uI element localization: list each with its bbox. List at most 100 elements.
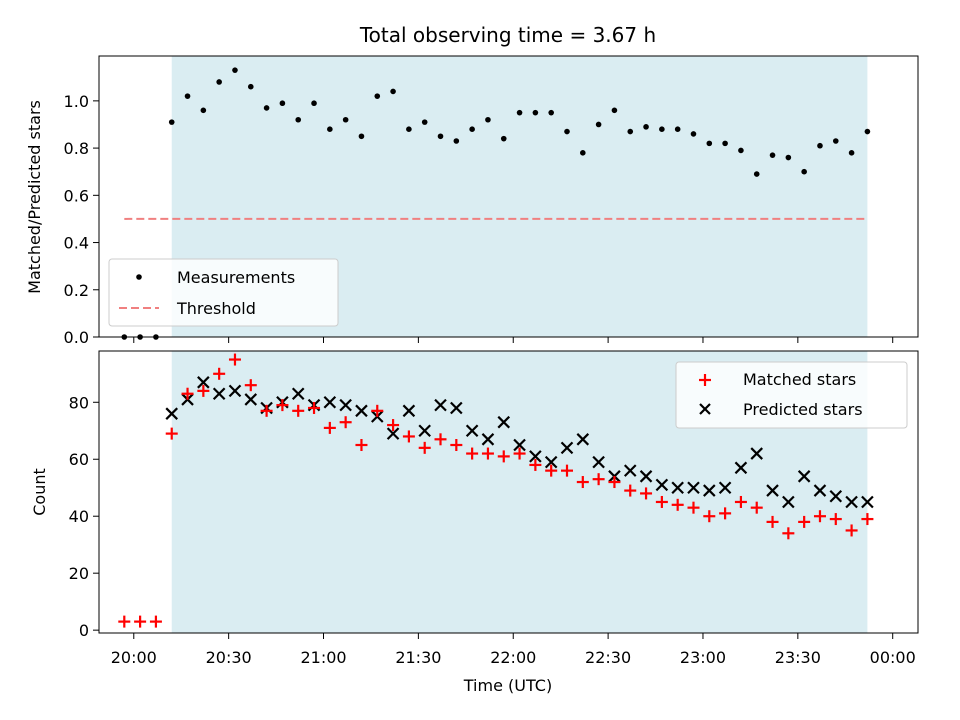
measurement-point [722, 140, 728, 147]
predicted-marker-stroke [165, 407, 179, 420]
matched-star-point [529, 458, 542, 471]
predicted-marker-stroke [671, 481, 684, 495]
predicted-marker-stroke [687, 481, 700, 495]
matched-star-point [181, 387, 194, 400]
measurement-point [279, 100, 286, 107]
y-tick-label: 0.2 [64, 281, 89, 300]
predicted-star-point [402, 404, 416, 418]
predicted-star-point [212, 387, 226, 401]
measurement-point [200, 107, 207, 114]
measurement-point [232, 67, 238, 73]
predicted-star-point [434, 398, 447, 412]
predicted-star-point [323, 395, 337, 409]
x-tick-label: 20:00 [111, 648, 157, 667]
measurement-points [121, 67, 871, 340]
predicted-star-point [418, 424, 431, 438]
y-tick-label: 0.4 [64, 234, 89, 253]
matched-star-point [118, 615, 131, 628]
matched-star-point [355, 439, 368, 451]
matched-legend-label: Matched stars [743, 370, 856, 389]
measurement-point [627, 128, 634, 135]
predicted-marker-stroke [497, 415, 511, 429]
top-plot-frame [98, 55, 919, 338]
measurement-point [247, 83, 254, 90]
matched-star-point [481, 447, 494, 460]
predicted-marker-stroke [813, 484, 827, 497]
predicted-star-point [228, 384, 242, 398]
measurement-point [564, 128, 570, 135]
matched-star-point [165, 427, 178, 440]
predicted-star-point [592, 455, 605, 469]
predicted-star-point [465, 424, 479, 438]
matched-star-point [260, 404, 273, 417]
y-tick-label: 60 [69, 450, 89, 469]
predicted-star-point [829, 489, 843, 503]
measurement-point [263, 105, 270, 111]
predicted-star-point [544, 455, 558, 469]
measurement-point [358, 133, 365, 140]
predicted-marker-stroke [560, 441, 574, 455]
predicted-marker-stroke [355, 404, 368, 418]
matched-star-point [719, 507, 732, 520]
predicted-marker-stroke [513, 438, 526, 452]
predicted-marker-stroke [829, 489, 843, 503]
matched-star-point [861, 513, 874, 526]
predicted-star-point [766, 484, 779, 497]
y-tick-label: 80 [69, 393, 89, 412]
matched-star-point [276, 399, 289, 412]
matched-star-point [703, 510, 716, 523]
predicted-marker-stroke [529, 450, 542, 463]
predicted-star-point [513, 438, 526, 452]
predicted-marker-stroke [718, 481, 732, 495]
x-tick-label: 21:30 [395, 648, 441, 667]
matched-star-point [545, 464, 558, 477]
matched-star-point [561, 464, 573, 477]
y-tick-label: 0.8 [64, 139, 89, 158]
matched-star-point [608, 476, 621, 489]
predicted-star-point [497, 415, 511, 429]
measurement-point [706, 140, 713, 147]
x-tick-label: 23:00 [680, 648, 726, 667]
predicted-marker-stroke [386, 427, 400, 440]
predicted-marker-stroke [639, 470, 653, 483]
measurement-point [611, 107, 618, 114]
matched-star-point [197, 384, 210, 397]
measurement-point [580, 150, 586, 156]
measurement-point [753, 171, 760, 177]
predicted-marker-stroke [418, 424, 431, 438]
predicted-marker-stroke [291, 387, 305, 401]
predicted-marker-stroke [244, 393, 258, 406]
predicted-star-point [655, 478, 669, 492]
predicted-marker-stroke [323, 395, 337, 409]
predicted-star-point [339, 398, 352, 412]
predicted-marker-stroke [782, 495, 795, 509]
predicted-star-point [845, 495, 858, 509]
x-tick-label: 22:30 [585, 648, 631, 667]
measurement-point [406, 126, 412, 133]
bottom-legend: Matched stars Predicted stars [675, 361, 908, 429]
matched-star-point [624, 484, 637, 497]
x-tick-label: 20:30 [206, 648, 252, 667]
matched-star-point [134, 615, 147, 628]
predicted-legend-marker [699, 403, 711, 415]
predicted-star-point [782, 495, 795, 509]
matched-star-point [655, 495, 668, 508]
predicted-star-point [386, 427, 400, 440]
predicted-star-point [560, 441, 574, 455]
bottom-y-axis-label: Count [30, 468, 49, 516]
top-y-ticks: 0.0 0.2 0.4 0.6 0.8 1.0 [64, 92, 99, 347]
bottom-legend-box [675, 361, 908, 429]
top-y-axis-label: Matched/Predicted stars [25, 100, 44, 294]
threshold-legend-label: Threshold [176, 299, 256, 318]
bottom-y-ticks: 0 20 40 60 80 [69, 393, 99, 640]
matched-star-point [323, 421, 336, 434]
predicted-star-point [813, 484, 827, 497]
predicted-star-point [450, 401, 463, 415]
matched-star-point [766, 515, 779, 528]
measurement-point [216, 79, 222, 85]
measurement-point [548, 109, 554, 116]
top-legend: Measurements Threshold [108, 258, 339, 327]
matched-star-point [213, 367, 226, 380]
predicted-star-point [623, 464, 637, 477]
